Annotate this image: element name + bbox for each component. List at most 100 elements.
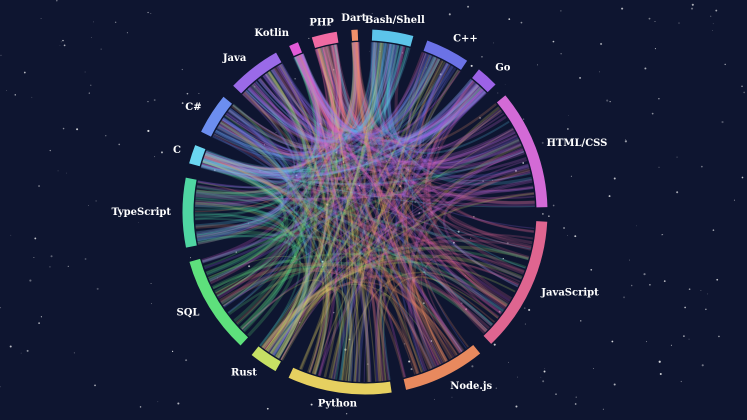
chord: [202, 88, 484, 263]
chord: [269, 233, 534, 354]
star: [580, 320, 582, 322]
chord: [294, 43, 389, 133]
chord: [298, 54, 503, 315]
chord: [202, 159, 286, 275]
chord: [248, 86, 514, 164]
chord: [197, 181, 416, 375]
chord: [196, 47, 409, 195]
arc-label: HTML/CSS: [547, 138, 608, 149]
chord: [203, 156, 527, 187]
star: [154, 156, 156, 158]
star: [453, 241, 455, 244]
chord: [194, 212, 345, 381]
star: [522, 118, 525, 120]
chord: [334, 43, 392, 129]
chord: [195, 215, 290, 314]
chord: [345, 271, 508, 382]
star: [310, 403, 313, 406]
star: [177, 402, 180, 405]
chord: [195, 68, 307, 208]
chord: [334, 44, 507, 308]
star: [600, 42, 603, 45]
chord: [325, 46, 486, 144]
star: [259, 170, 261, 172]
star: [540, 376, 542, 378]
star: [266, 407, 269, 410]
star: [743, 91, 745, 94]
chord: [297, 54, 441, 137]
chord: [223, 47, 333, 307]
chord: [262, 75, 359, 382]
chord: [294, 56, 349, 381]
star: [150, 303, 152, 305]
chord: [215, 87, 482, 294]
chord: [297, 45, 400, 133]
star: [712, 23, 714, 25]
chord: [280, 150, 525, 361]
chord: [300, 53, 439, 367]
chord: [214, 44, 397, 159]
chord: [222, 270, 419, 374]
chord: [351, 42, 448, 363]
chord: [297, 48, 339, 134]
chord: [244, 90, 313, 353]
arc: [423, 40, 468, 70]
chord: [354, 42, 508, 307]
star: [520, 21, 523, 24]
chord: [301, 42, 360, 131]
star: [383, 248, 385, 250]
star: [31, 96, 33, 98]
chord: [231, 42, 356, 149]
chord: [354, 42, 488, 333]
star: [344, 348, 347, 351]
star: [579, 76, 582, 79]
star: [467, 5, 470, 8]
chord: [204, 154, 465, 352]
star: [678, 22, 680, 24]
star: [451, 396, 453, 398]
star: [96, 287, 99, 290]
chord: [272, 68, 488, 331]
chord: [201, 162, 521, 283]
star: [563, 227, 565, 229]
chord: [197, 235, 342, 380]
chord: [247, 87, 484, 153]
arc-label: TypeScript: [112, 207, 172, 218]
star: [186, 92, 189, 95]
star: [508, 18, 511, 20]
chord: [240, 83, 308, 330]
star: [688, 288, 691, 290]
star: [247, 222, 250, 225]
chord: [207, 255, 305, 351]
star: [522, 162, 524, 164]
star: [57, 170, 59, 172]
arc: [189, 145, 206, 167]
star: [399, 185, 402, 188]
star: [733, 199, 735, 201]
star: [217, 277, 218, 279]
star: [49, 266, 51, 268]
arcs: [182, 29, 548, 395]
star: [401, 52, 404, 54]
chord: [388, 44, 482, 142]
star: [741, 176, 744, 179]
star: [684, 306, 686, 309]
star: [326, 203, 329, 206]
chord: [353, 106, 500, 382]
chord: [377, 143, 522, 382]
chord: [363, 80, 474, 383]
arc-label: C: [173, 145, 181, 156]
chord: [196, 137, 520, 195]
chord: [271, 43, 388, 356]
star: [724, 63, 726, 66]
chord: [375, 85, 481, 382]
star: [497, 92, 499, 94]
star: [613, 177, 616, 180]
chord: [201, 163, 534, 198]
star: [710, 15, 712, 17]
chord: [419, 62, 534, 234]
star: [528, 308, 531, 312]
chord: [422, 69, 519, 164]
star: [88, 205, 89, 206]
chord: [298, 55, 377, 382]
